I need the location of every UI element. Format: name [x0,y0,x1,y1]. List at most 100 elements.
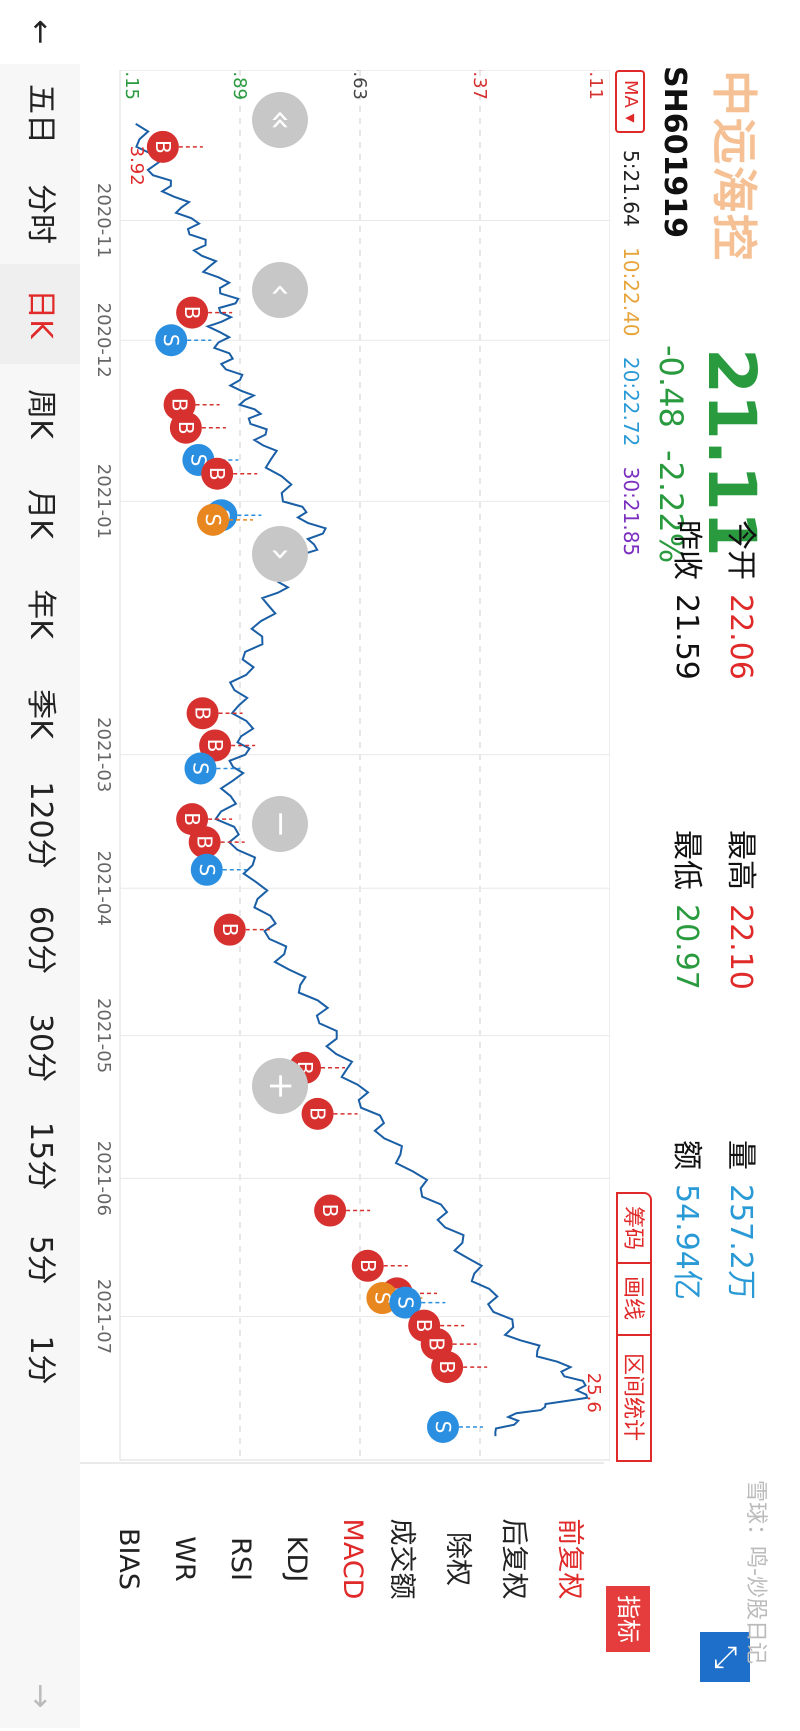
period-tab[interactable]: 季K [23,689,58,739]
marker-label: S [188,762,212,775]
low-label: 最低 [669,830,704,890]
trade-marker[interactable]: B [169,411,226,444]
trade-marker[interactable]: B [431,1351,488,1384]
collapse-icon: ⤡ [708,1645,743,1669]
marker-circle [190,853,223,886]
trade-marker[interactable]: S [190,853,247,886]
period-tab[interactable]: 周K [23,389,58,439]
ma20-value: 20:22.72 [619,356,643,447]
step-right-button[interactable]: › [252,526,308,582]
x-tick-label: 2021-03 [93,717,114,792]
stock-code: SH601919 [657,66,692,238]
amount-value: 54.94亿 [669,1184,704,1300]
low-price: 最低 20.97 [668,830,712,990]
marker-circle [213,913,246,946]
period-tab[interactable]: 1分 [23,1335,58,1385]
trade-marker[interactable]: S [389,1286,446,1319]
y-tick-label: 14.63 [349,70,370,100]
period-tab[interactable]: 120分 [23,781,58,869]
indicator-item[interactable]: BIAS [113,1527,144,1591]
indicator-item[interactable]: KDJ [281,1535,312,1583]
marker-label: B [412,1319,436,1333]
prev-close: 昨收 21.59 [668,520,712,680]
period-tab[interactable]: 五日 [23,84,58,144]
x-tick-label: 2021-01 [93,464,114,539]
marker-label: B [356,1259,380,1273]
y-axis-ticks: 26.11 20.37 14.63 8.89 3.15 [121,70,606,100]
minus-icon: − [261,809,301,839]
prev-close-value: 21.59 [669,594,704,680]
chips-button[interactable]: 筹码 [616,1192,652,1264]
period-tab[interactable]: 15分 [23,1121,58,1191]
scroll-down-arrow[interactable]: → [0,1664,80,1728]
step-left-button[interactable]: ‹ [252,262,308,318]
x-tick-label: 2021-07 [93,1279,114,1354]
period-tab[interactable]: 分时 [23,184,58,244]
indicator-item[interactable]: MACD [337,1518,368,1600]
trade-marker[interactable]: B [351,1249,408,1282]
zoom-out-button[interactable]: − [252,796,308,852]
marker-circle [314,1194,347,1227]
marker-circle [301,1097,334,1130]
trade-marker[interactable]: S [155,324,212,357]
marker-label: S [201,513,225,526]
trade-marker[interactable]: B [199,729,256,762]
ma-selector[interactable]: MA ▾ [615,70,645,133]
trade-marker[interactable]: B [186,697,243,730]
marker-circle [431,1351,464,1384]
zoom-in-button[interactable]: + [252,1058,308,1114]
trade-marker[interactable]: B [301,1097,358,1130]
indicator-item[interactable]: 成交额 [386,1518,417,1600]
period-tab[interactable]: 5分 [23,1235,58,1285]
x-axis-ticks: 2020-11 2020-12 2021-01 2021-03 2021-04 2021-… [93,183,114,1354]
trade-marker[interactable]: B [146,130,203,163]
period-bar: ← 五日 分时 日K 周K 月K 年K 季K 120分 60分 30分 15分 5分 1分 [0,19,80,1664]
trade-marker[interactable]: B [314,1194,371,1227]
scroll-left-button[interactable]: « [252,92,308,148]
indicator-item[interactable]: RSI [225,1537,256,1581]
marker-label: S [186,454,210,467]
arrow-right-icon: → [23,1683,58,1709]
indicator-item[interactable]: 前复权 [554,1518,585,1600]
range-stats-button[interactable]: 区间统计 [616,1334,652,1462]
period-tab[interactable]: 60分 [23,905,58,975]
trade-marker[interactable]: S [184,752,241,785]
marker-label: B [180,812,204,826]
trade-marker[interactable]: B [176,296,233,329]
trade-marker[interactable]: B [188,826,245,859]
trade-markers: BBSBBSBSSBBSBBSBBBBBBSSBBBS [146,130,488,1443]
open-price: 今开 22.06 [722,520,766,680]
marker-label: B [168,398,192,412]
price-line [135,122,589,1437]
open-label: 今开 [723,520,758,580]
trade-marker[interactable]: S [426,1410,483,1443]
trade-marker[interactable]: B [213,913,270,946]
marker-label: B [151,140,175,154]
indicator-item[interactable]: WR [169,1536,200,1582]
marker-label: B [318,1204,342,1218]
scroll-up-arrow[interactable]: ← [0,0,80,64]
period-tab[interactable]: 日K [0,264,80,364]
change-value: -0.48 [652,345,690,428]
draw-line-button[interactable]: 画线 [616,1262,652,1336]
period-tab[interactable]: 年K [23,589,58,639]
indicator-item[interactable]: 后复权 [498,1518,529,1600]
period-tab[interactable]: 月K [23,489,58,539]
chevron-left-icon: ‹ [261,283,301,297]
low-value: 20.97 [669,904,704,990]
marker-circle [155,324,188,357]
marker-circle [389,1286,422,1319]
marker-label: S [431,1421,455,1434]
trade-marker[interactable]: S [197,503,254,536]
marker-label: B [306,1107,330,1121]
chevron-right-icon: › [261,547,301,561]
indicator-panel: 前复权 后复权 除权 成交额 MACD KDJ RSI WR BIAS [14,1462,604,1654]
y-tick-label: 20.37 [469,70,490,100]
plus-icon: + [261,1071,301,1101]
marker-label: B [203,739,227,753]
indicator-tab[interactable]: 指标 [606,1586,650,1652]
trade-marker[interactable]: B [201,457,258,490]
period-tab[interactable]: 30分 [23,1013,58,1083]
indicator-item[interactable]: 除权 [442,1532,473,1586]
